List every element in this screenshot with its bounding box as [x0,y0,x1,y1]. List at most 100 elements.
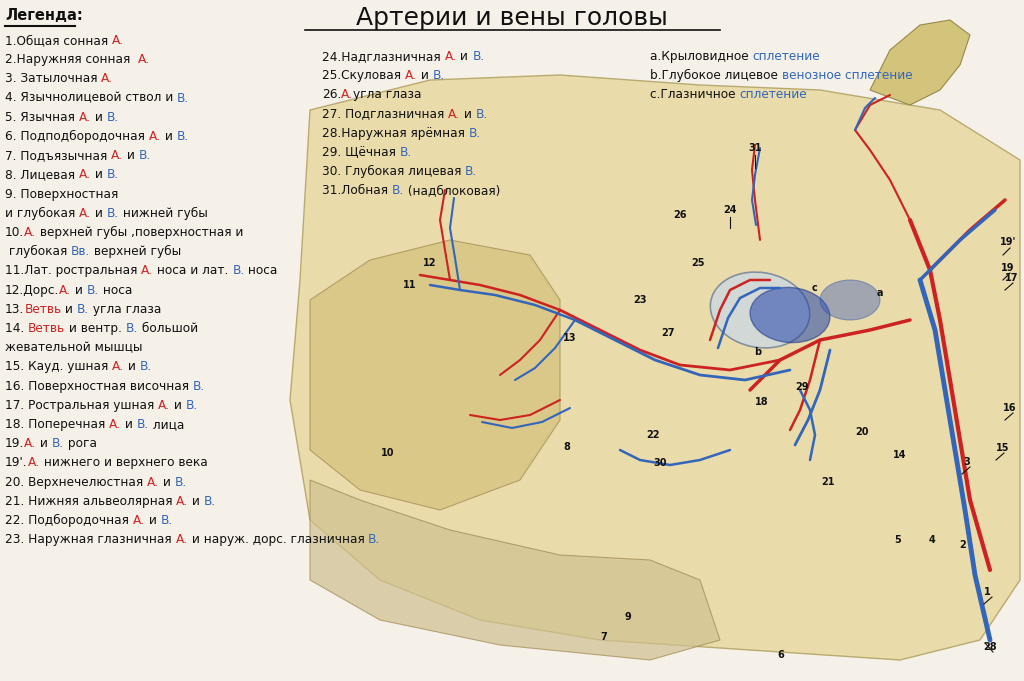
Text: В.: В. [161,514,173,527]
Text: 9. Поверхностная: 9. Поверхностная [5,187,118,201]
Text: В.: В. [126,322,138,335]
Text: 23: 23 [633,295,647,305]
Polygon shape [310,240,560,510]
Text: А.: А. [147,475,159,488]
Text: 10: 10 [381,448,394,458]
Text: c: c [812,283,818,293]
Text: 18: 18 [755,397,769,407]
Text: 27: 27 [662,328,675,338]
Ellipse shape [711,272,810,348]
Text: 3: 3 [964,457,971,467]
Text: А.: А. [112,360,124,373]
Text: В.: В. [472,50,484,63]
Text: Легенда:: Легенда: [5,8,83,23]
Text: 25: 25 [691,258,705,268]
Text: верхней губы ,поверхностная и: верхней губы ,поверхностная и [36,226,244,239]
Text: В.: В. [232,264,245,277]
Text: 24.Надглазничная: 24.Надглазничная [322,50,444,63]
Text: носа и лат.: носа и лат. [154,264,232,277]
Text: В.: В. [469,127,481,140]
Text: 4: 4 [929,535,935,545]
Text: А.: А. [148,130,161,143]
Text: 7: 7 [601,632,607,642]
Text: 8. Лицевая: 8. Лицевая [5,168,79,181]
Text: носа: носа [245,264,278,277]
Text: А.: А. [175,533,187,546]
Text: 13: 13 [563,333,577,343]
Text: глубокая: глубокая [5,245,71,258]
Text: 1: 1 [984,587,990,597]
Text: 29. Щёчная: 29. Щёчная [322,146,399,159]
Text: 19: 19 [1001,263,1015,273]
Text: 6. Подподбородочная: 6. Подподбородочная [5,130,148,143]
Text: В.: В. [106,111,119,124]
Text: и: и [460,108,476,121]
Text: 10.: 10. [5,226,25,239]
Text: Ветвь: Ветвь [28,322,66,335]
Text: 22. Подбородочная: 22. Подбородочная [5,514,133,527]
Text: В.: В. [399,146,412,159]
Text: А.: А. [112,149,123,162]
Text: 6: 6 [777,650,784,660]
Text: А.: А. [79,168,91,181]
Text: и: и [188,495,204,508]
Text: угла глаза: угла глаза [353,89,422,101]
Text: и: и [170,399,186,412]
Text: верхней губы: верхней губы [90,245,181,258]
Text: 7. Подъязычная: 7. Подъязычная [5,149,112,162]
Text: 2.Наружняя сонная: 2.Наружняя сонная [5,53,138,66]
Text: 26.: 26. [322,89,341,101]
Text: 19.: 19. [5,437,25,450]
Text: 11.Лат. ростральная: 11.Лат. ростральная [5,264,141,277]
Text: 16: 16 [1004,403,1017,413]
Text: 14: 14 [893,450,906,460]
Text: 4. Язычнолицевой ствол и: 4. Язычнолицевой ствол и [5,92,177,105]
Text: А.: А. [176,495,188,508]
Text: 8: 8 [563,442,570,452]
Text: 26: 26 [673,210,687,220]
Text: a.Крыловидное: a.Крыловидное [650,50,753,63]
Text: В.: В. [204,495,216,508]
Text: В.: В. [368,533,380,546]
Text: и: и [159,475,175,488]
Text: 1.Общая сонная: 1.Общая сонная [5,34,112,47]
Text: А.: А. [79,207,91,220]
Text: 12: 12 [423,258,437,268]
Text: 22: 22 [646,430,659,440]
Text: b.Глубокое лицевое: b.Глубокое лицевое [650,69,781,82]
Text: 23. Наружная глазничная: 23. Наружная глазничная [5,533,175,546]
Text: и: и [457,50,472,63]
Text: 21. Нижняя альвеолярная: 21. Нижняя альвеолярная [5,495,176,508]
Text: В.: В. [193,379,205,393]
Text: и: и [124,360,140,373]
Text: В.: В. [52,437,65,450]
Text: 29: 29 [796,382,809,392]
Text: и: и [121,418,137,431]
Text: А.: А. [79,111,91,124]
Text: и: и [72,283,87,297]
Text: 16. Поверхностная височная: 16. Поверхностная височная [5,379,193,393]
Text: 30: 30 [653,458,667,468]
Text: и глубокая: и глубокая [5,207,79,220]
Text: 15: 15 [996,443,1010,453]
Text: 2: 2 [959,540,967,550]
Text: 30. Глубокая лицевая: 30. Глубокая лицевая [322,165,465,178]
Text: А.: А. [449,108,460,121]
Text: В.: В. [87,283,99,297]
Text: Вв.: Вв. [71,245,90,258]
Text: b: b [755,347,762,357]
Text: 12.Дорс.: 12.Дорс. [5,283,59,297]
Text: В.: В. [106,168,119,181]
Text: 9: 9 [625,612,632,622]
Text: большой: большой [138,322,199,335]
Ellipse shape [820,280,880,320]
Text: 14.: 14. [5,322,28,335]
Text: А.: А. [133,514,144,527]
Text: А.: А. [59,283,72,297]
Text: 28.Наружная ярёмная: 28.Наружная ярёмная [322,127,469,140]
Text: В.: В. [177,92,189,105]
Text: А.: А. [404,69,417,82]
Text: 19': 19' [999,237,1016,247]
Text: и: и [161,130,176,143]
Text: А.: А. [341,89,353,101]
